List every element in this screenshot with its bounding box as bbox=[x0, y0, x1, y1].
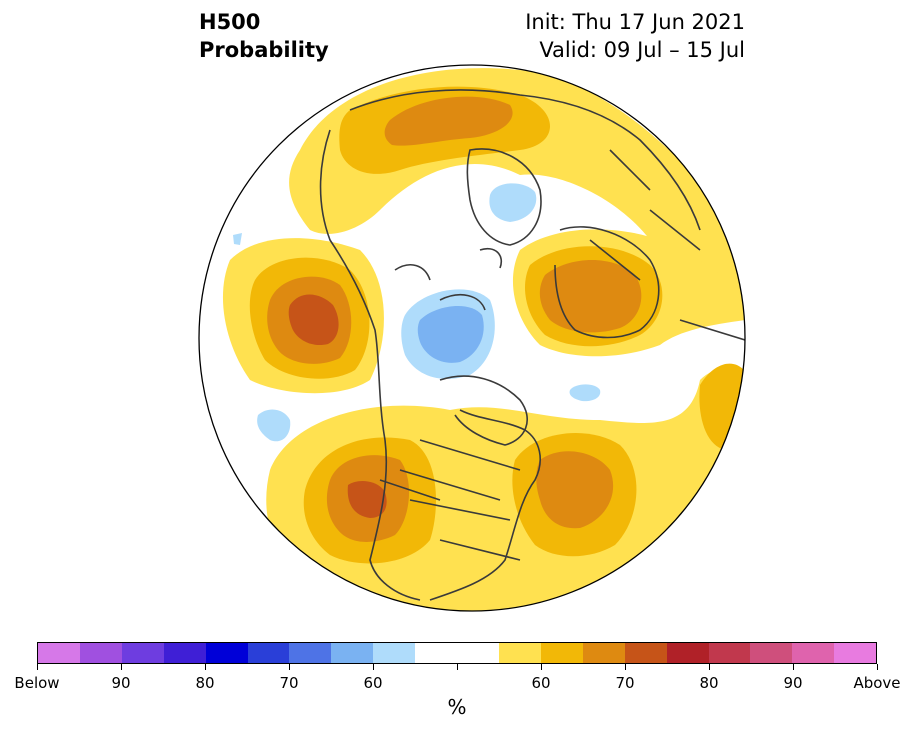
coast-north-america-east bbox=[429, 409, 541, 601]
colorbar-segment-7 bbox=[331, 643, 374, 663]
colorbar-tick-label: Above bbox=[853, 674, 901, 692]
colorbar-tick bbox=[289, 664, 290, 670]
colorbar-segment-5 bbox=[247, 643, 290, 663]
colorbar-tick bbox=[121, 664, 122, 670]
colorbar-tick-label: Below bbox=[14, 674, 60, 692]
shade-orange65-north bbox=[384, 96, 513, 146]
colorbar-tick-label: 80 bbox=[699, 674, 719, 692]
colorbar-segment-6 bbox=[289, 643, 332, 663]
colorbar-segment-2 bbox=[121, 643, 164, 663]
shade-blue65-arctic bbox=[417, 305, 484, 363]
colorbar-segment-11 bbox=[498, 643, 541, 663]
colorbar-tick bbox=[625, 664, 626, 670]
map-disc bbox=[199, 65, 745, 611]
colorbar-tick-label: 70 bbox=[279, 674, 299, 692]
colorbar-tick bbox=[373, 664, 374, 670]
coast-hudson-bay bbox=[439, 375, 529, 446]
colorbar-segment-8 bbox=[373, 643, 416, 663]
shade-orange65-europe bbox=[539, 260, 642, 333]
shade-blue60-fragment bbox=[233, 233, 242, 245]
colorbar-segment-15 bbox=[666, 643, 709, 663]
colorbar-tick-label: 80 bbox=[195, 674, 215, 692]
coast-north-america-west bbox=[319, 129, 421, 601]
shade-blue-small bbox=[257, 409, 291, 442]
coast-arctic-islands bbox=[394, 248, 502, 311]
shade-blue60-greenland bbox=[489, 183, 537, 222]
colorbar-unit: % bbox=[447, 695, 467, 719]
probability-colorbar bbox=[37, 642, 877, 664]
colorbar-segment-14 bbox=[624, 643, 667, 663]
polar-map bbox=[198, 64, 746, 612]
colorbar-segment-12 bbox=[540, 643, 583, 663]
coast-greenland bbox=[466, 148, 542, 246]
colorbar-tick-label: 60 bbox=[363, 674, 383, 692]
map-title: H500 Probability bbox=[199, 8, 329, 64]
colorbar-segment-18 bbox=[792, 643, 835, 663]
colorbar-segment-3 bbox=[163, 643, 206, 663]
colorbar-tick-label: 90 bbox=[111, 674, 131, 692]
colorbar-tick bbox=[457, 664, 458, 670]
colorbar-tick-label: 60 bbox=[531, 674, 551, 692]
coast-eurasia-north bbox=[349, 89, 701, 231]
colorbar-tick bbox=[793, 664, 794, 670]
colorbar-segment-4 bbox=[205, 643, 248, 663]
shade-orange70-west bbox=[347, 480, 387, 518]
colorbar-tick bbox=[205, 664, 206, 670]
valid-range: Valid: 09 Jul – 15 Jul bbox=[539, 38, 745, 62]
colorbar-tick bbox=[877, 664, 878, 670]
probability-shading bbox=[222, 68, 745, 611]
coast-europe bbox=[554, 226, 660, 339]
colorbar-segment-17 bbox=[750, 643, 793, 663]
colorbar-segment-0 bbox=[38, 643, 80, 663]
forecast-dates: Init: Thu 17 Jun 2021 Valid: 09 Jul – 15… bbox=[525, 8, 745, 64]
colorbar-tick bbox=[541, 664, 542, 670]
map-boundary bbox=[198, 64, 746, 612]
shade-blue60-atlantic bbox=[569, 384, 601, 402]
colorbar-tick-label: 90 bbox=[783, 674, 803, 692]
colorbar-segment-13 bbox=[582, 643, 625, 663]
colorbar-segment-16 bbox=[708, 643, 751, 663]
colorbar-segment-9 bbox=[415, 643, 458, 663]
shade-orange65-atlantic bbox=[536, 451, 614, 529]
init-date: Init: Thu 17 Jun 2021 bbox=[525, 10, 745, 34]
colorbar-segment-1 bbox=[79, 643, 122, 663]
title-variable: H500 bbox=[199, 10, 261, 34]
border-lines bbox=[379, 149, 745, 561]
colorbar-segment-10 bbox=[457, 643, 499, 663]
colorbar-tick bbox=[37, 664, 38, 670]
title-product: Probability bbox=[199, 38, 329, 62]
shade-orange70-pacific bbox=[288, 294, 339, 346]
colorbar-tick-label: 70 bbox=[615, 674, 635, 692]
colorbar-segment-19 bbox=[834, 643, 877, 663]
coastlines bbox=[319, 89, 745, 601]
colorbar-tick bbox=[709, 664, 710, 670]
